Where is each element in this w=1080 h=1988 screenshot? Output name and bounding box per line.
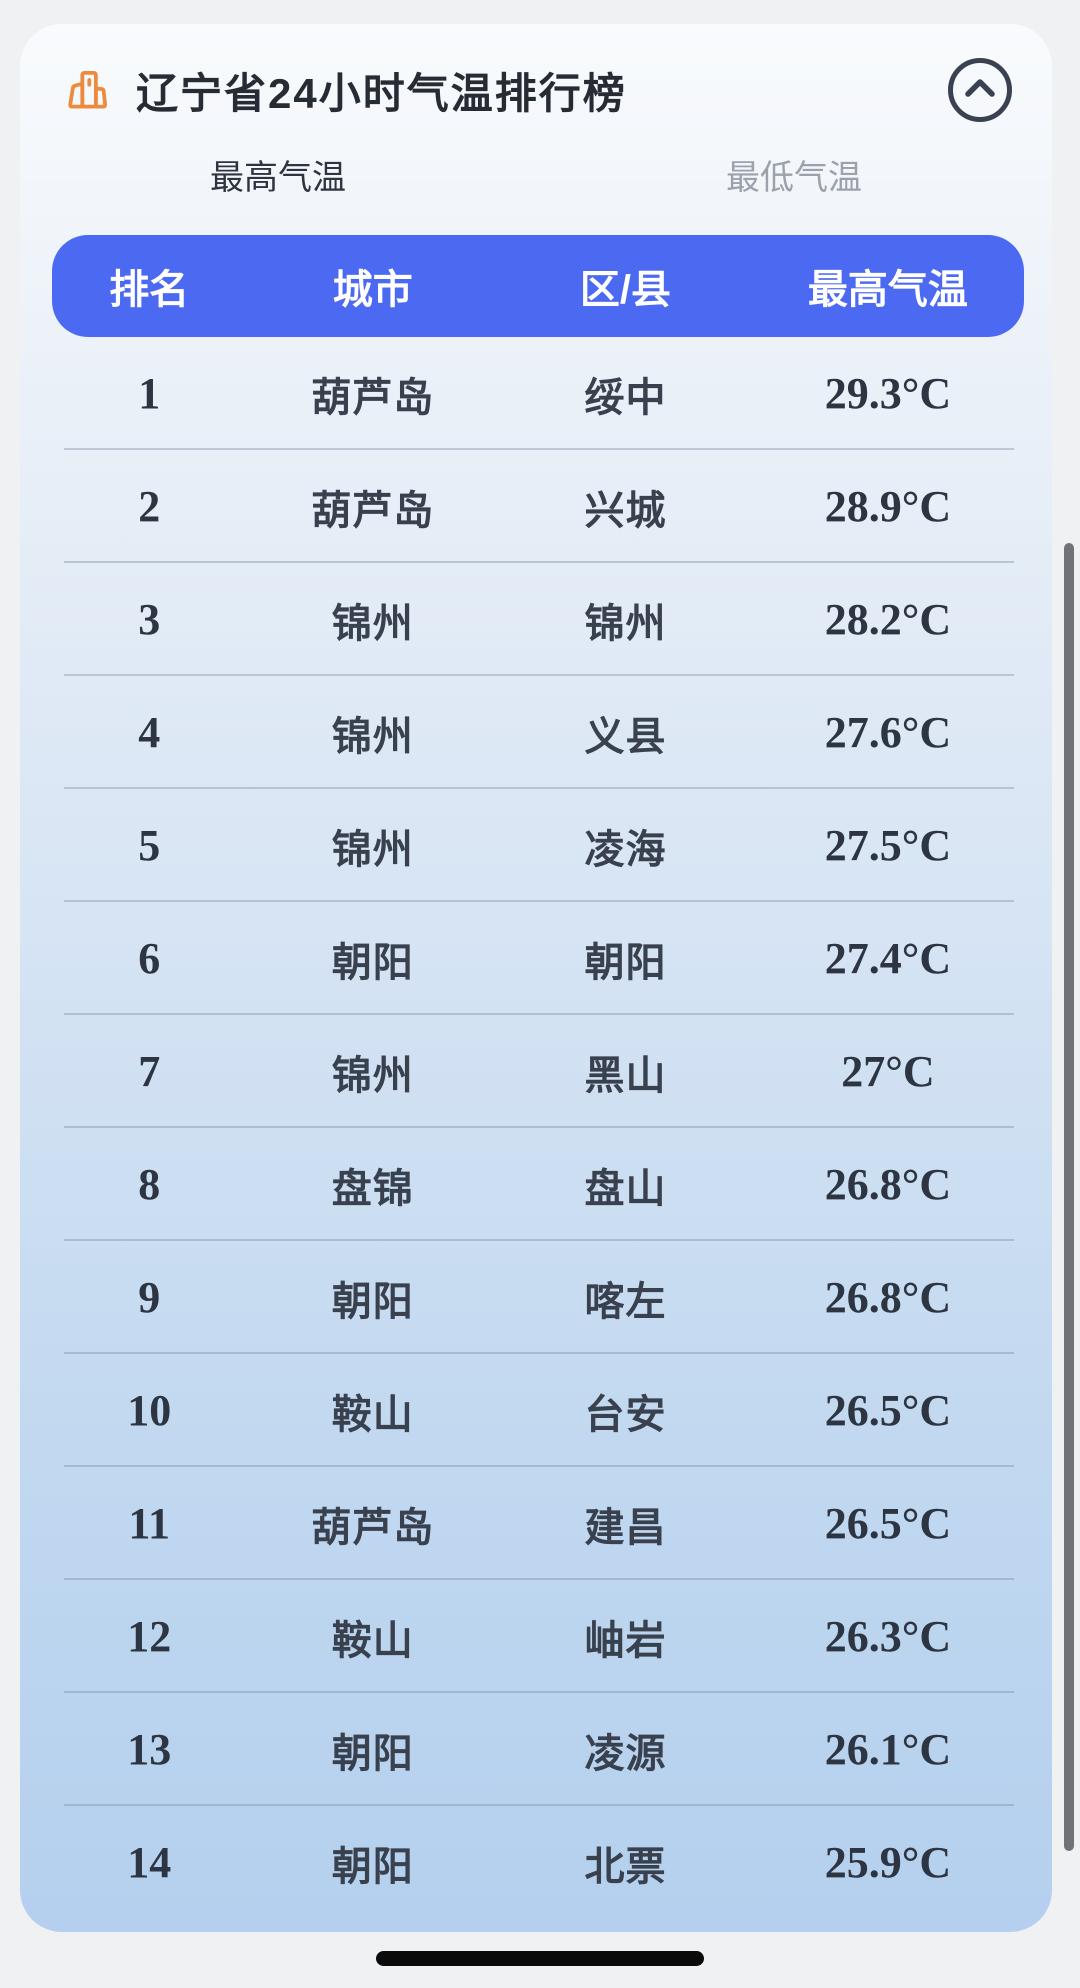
temp-cell: 28.9°C <box>824 482 952 531</box>
header-rank: 排名 <box>109 268 190 312</box>
city-cell: 朝阳 <box>331 1844 414 1889</box>
temp-cell: 26.3°C <box>824 1612 952 1661</box>
tab-lowest-temp[interactable]: 最低气温 <box>726 159 862 197</box>
page-title: 辽宁省24小时气温排行榜 <box>136 69 627 117</box>
district-cell: 喀左 <box>584 1279 667 1324</box>
panel-header: 辽宁省24小时气温排行榜 <box>20 24 1052 122</box>
rank-cell: 12 <box>127 1612 172 1661</box>
district-cell: 绥中 <box>584 375 667 420</box>
district-cell: 凌海 <box>584 827 667 872</box>
rank-cell: 3 <box>138 595 161 644</box>
temp-cell: 29.3°C <box>824 369 952 418</box>
district-cell: 岫岩 <box>584 1618 667 1663</box>
table-row: 10 鞍山 台安 26.5°C <box>52 1354 1024 1467</box>
district-cell: 锦州 <box>584 601 667 646</box>
header-district: 区/县 <box>579 268 672 312</box>
temperature-ranking-panel: 辽宁省24小时气温排行榜 最高气温 最低气温 排名 城市 区/县 最高气温 1 … <box>20 24 1052 1932</box>
temp-cell: 27.4°C <box>824 934 952 983</box>
table-row: 6 朝阳 朝阳 27.4°C <box>52 902 1024 1015</box>
chevron-up-icon <box>964 78 996 103</box>
rank-cell: 10 <box>127 1386 172 1435</box>
rank-cell: 8 <box>138 1160 161 1209</box>
district-cell: 建昌 <box>584 1505 667 1550</box>
city-cell: 葫芦岛 <box>311 1505 435 1550</box>
district-cell: 兴城 <box>584 488 667 533</box>
ranking-table: 1 葫芦岛 绥中 29.3°C 2 葫芦岛 兴城 28.9°C 3 锦州 锦州 … <box>20 337 1052 1919</box>
rank-cell: 1 <box>138 369 161 418</box>
tab-bar: 最高气温 最低气温 <box>20 150 1052 199</box>
district-cell: 台安 <box>584 1392 667 1437</box>
district-cell: 盘山 <box>584 1166 667 1211</box>
district-cell: 凌源 <box>584 1731 667 1776</box>
rank-cell: 2 <box>138 482 161 531</box>
district-cell: 北票 <box>584 1844 667 1889</box>
table-row: 3 锦州 锦州 28.2°C <box>52 563 1024 676</box>
rank-cell: 4 <box>138 708 161 757</box>
rank-cell: 6 <box>138 934 161 983</box>
rank-cell: 11 <box>128 1499 170 1548</box>
city-cell: 锦州 <box>331 1053 414 1098</box>
city-cell: 朝阳 <box>331 1731 414 1776</box>
temp-cell: 25.9°C <box>824 1838 952 1887</box>
temp-cell: 26.8°C <box>824 1160 952 1209</box>
table-row: 9 朝阳 喀左 26.8°C <box>52 1241 1024 1354</box>
table-row: 2 葫芦岛 兴城 28.9°C <box>52 450 1024 563</box>
temp-cell: 27.5°C <box>824 821 952 870</box>
district-cell: 黑山 <box>584 1053 667 1098</box>
temp-cell: 26.5°C <box>824 1499 952 1548</box>
temp-cell: 26.8°C <box>824 1273 952 1322</box>
table-row: 4 锦州 义县 27.6°C <box>52 676 1024 789</box>
temp-cell: 26.5°C <box>824 1386 952 1435</box>
city-cell: 锦州 <box>331 601 414 646</box>
table-row: 7 锦州 黑山 27°C <box>52 1015 1024 1128</box>
buildings-icon <box>62 65 112 115</box>
temp-cell: 27.6°C <box>824 708 952 757</box>
city-cell: 葫芦岛 <box>311 375 435 420</box>
rank-cell: 13 <box>127 1725 172 1774</box>
city-cell: 锦州 <box>331 714 414 759</box>
rank-cell: 5 <box>138 821 161 870</box>
table-row: 14 朝阳 北票 25.9°C <box>52 1806 1024 1919</box>
table-row: 12 鞍山 岫岩 26.3°C <box>52 1580 1024 1693</box>
home-indicator[interactable] <box>376 1951 704 1966</box>
city-cell: 葫芦岛 <box>311 488 435 533</box>
rank-cell: 9 <box>138 1273 161 1322</box>
table-row: 13 朝阳 凌源 26.1°C <box>52 1693 1024 1806</box>
city-cell: 鞍山 <box>331 1618 414 1663</box>
header-temp: 最高气温 <box>807 268 968 312</box>
city-cell: 朝阳 <box>331 940 414 985</box>
collapse-button[interactable] <box>948 58 1012 122</box>
temp-cell: 26.1°C <box>824 1725 952 1774</box>
scrollbar[interactable] <box>1064 543 1074 1851</box>
table-row: 11 葫芦岛 建昌 26.5°C <box>52 1467 1024 1580</box>
table-row: 5 锦州 凌海 27.5°C <box>52 789 1024 902</box>
city-cell: 盘锦 <box>331 1166 414 1211</box>
city-cell: 鞍山 <box>331 1392 414 1437</box>
table-row: 8 盘锦 盘山 26.8°C <box>52 1128 1024 1241</box>
table-row: 1 葫芦岛 绥中 29.3°C <box>52 337 1024 450</box>
district-cell: 朝阳 <box>584 940 667 985</box>
temp-cell: 28.2°C <box>824 595 952 644</box>
city-cell: 朝阳 <box>331 1279 414 1324</box>
table-header: 排名 城市 区/县 最高气温 <box>52 235 1024 337</box>
rank-cell: 14 <box>127 1838 172 1887</box>
city-cell: 锦州 <box>331 827 414 872</box>
header-city: 城市 <box>332 268 413 312</box>
district-cell: 义县 <box>584 714 667 759</box>
tab-highest-temp[interactable]: 最高气温 <box>210 159 346 197</box>
rank-cell: 7 <box>138 1047 161 1096</box>
temp-cell: 27°C <box>841 1047 935 1096</box>
